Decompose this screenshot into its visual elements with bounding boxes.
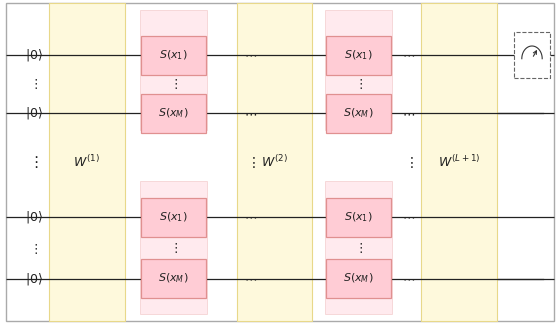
- Text: $S(x_M)$: $S(x_M)$: [158, 107, 189, 120]
- Text: $\vdots$: $\vdots$: [29, 77, 38, 91]
- Bar: [325, 10, 392, 130]
- Text: $\vdots$: $\vdots$: [169, 241, 178, 255]
- Text: $\vdots$: $\vdots$: [29, 242, 38, 257]
- Text: $S(x_1)$: $S(x_1)$: [344, 210, 373, 224]
- Bar: [326, 94, 390, 133]
- Text: $\cdots$: $\cdots$: [244, 211, 258, 224]
- Bar: [141, 198, 206, 237]
- Bar: [141, 259, 206, 298]
- Text: $\cdots$: $\cdots$: [402, 107, 416, 120]
- Text: $\cdots$: $\cdots$: [402, 211, 416, 224]
- Text: $S(x_1)$: $S(x_1)$: [344, 48, 373, 62]
- Text: $|0\rangle$: $|0\rangle$: [25, 105, 43, 122]
- Text: $\vdots$: $\vdots$: [246, 155, 256, 169]
- Bar: [326, 259, 390, 298]
- Text: $S(x_M)$: $S(x_M)$: [343, 272, 374, 285]
- Text: $S(x_M)$: $S(x_M)$: [158, 272, 189, 285]
- Text: $\cdots$: $\cdots$: [402, 49, 416, 62]
- Text: $\vdots$: $\vdots$: [169, 77, 178, 91]
- Text: $|0\rangle$: $|0\rangle$: [25, 47, 43, 63]
- Text: $\vdots$: $\vdots$: [354, 77, 363, 91]
- Text: $\vdots$: $\vdots$: [29, 154, 39, 170]
- Text: $|0\rangle$: $|0\rangle$: [25, 271, 43, 287]
- Text: $S(x_1)$: $S(x_1)$: [159, 210, 188, 224]
- Bar: [140, 181, 207, 314]
- Text: $\cdots$: $\cdots$: [244, 272, 258, 285]
- Bar: [325, 181, 392, 314]
- Text: $S(x_M)$: $S(x_M)$: [343, 107, 374, 120]
- Text: $S(x_1)$: $S(x_1)$: [159, 48, 188, 62]
- Text: $\cdots$: $\cdots$: [244, 49, 258, 62]
- Text: $W^{(2)}$: $W^{(2)}$: [261, 154, 288, 170]
- Bar: [421, 3, 497, 321]
- Bar: [236, 3, 312, 321]
- Bar: [49, 3, 124, 321]
- Text: $\vdots$: $\vdots$: [404, 155, 414, 169]
- Text: $\cdots$: $\cdots$: [244, 107, 258, 120]
- Text: $W^{(1)}$: $W^{(1)}$: [73, 154, 100, 170]
- Text: $\vdots$: $\vdots$: [354, 241, 363, 255]
- Bar: [141, 36, 206, 75]
- Bar: [326, 198, 390, 237]
- Bar: [326, 36, 390, 75]
- Text: $\cdots$: $\cdots$: [402, 272, 416, 285]
- Bar: [140, 10, 207, 130]
- Bar: [514, 32, 550, 78]
- Bar: [141, 94, 206, 133]
- Text: $|0\rangle$: $|0\rangle$: [25, 209, 43, 225]
- Text: $W^{(L+1)}$: $W^{(L+1)}$: [438, 154, 480, 170]
